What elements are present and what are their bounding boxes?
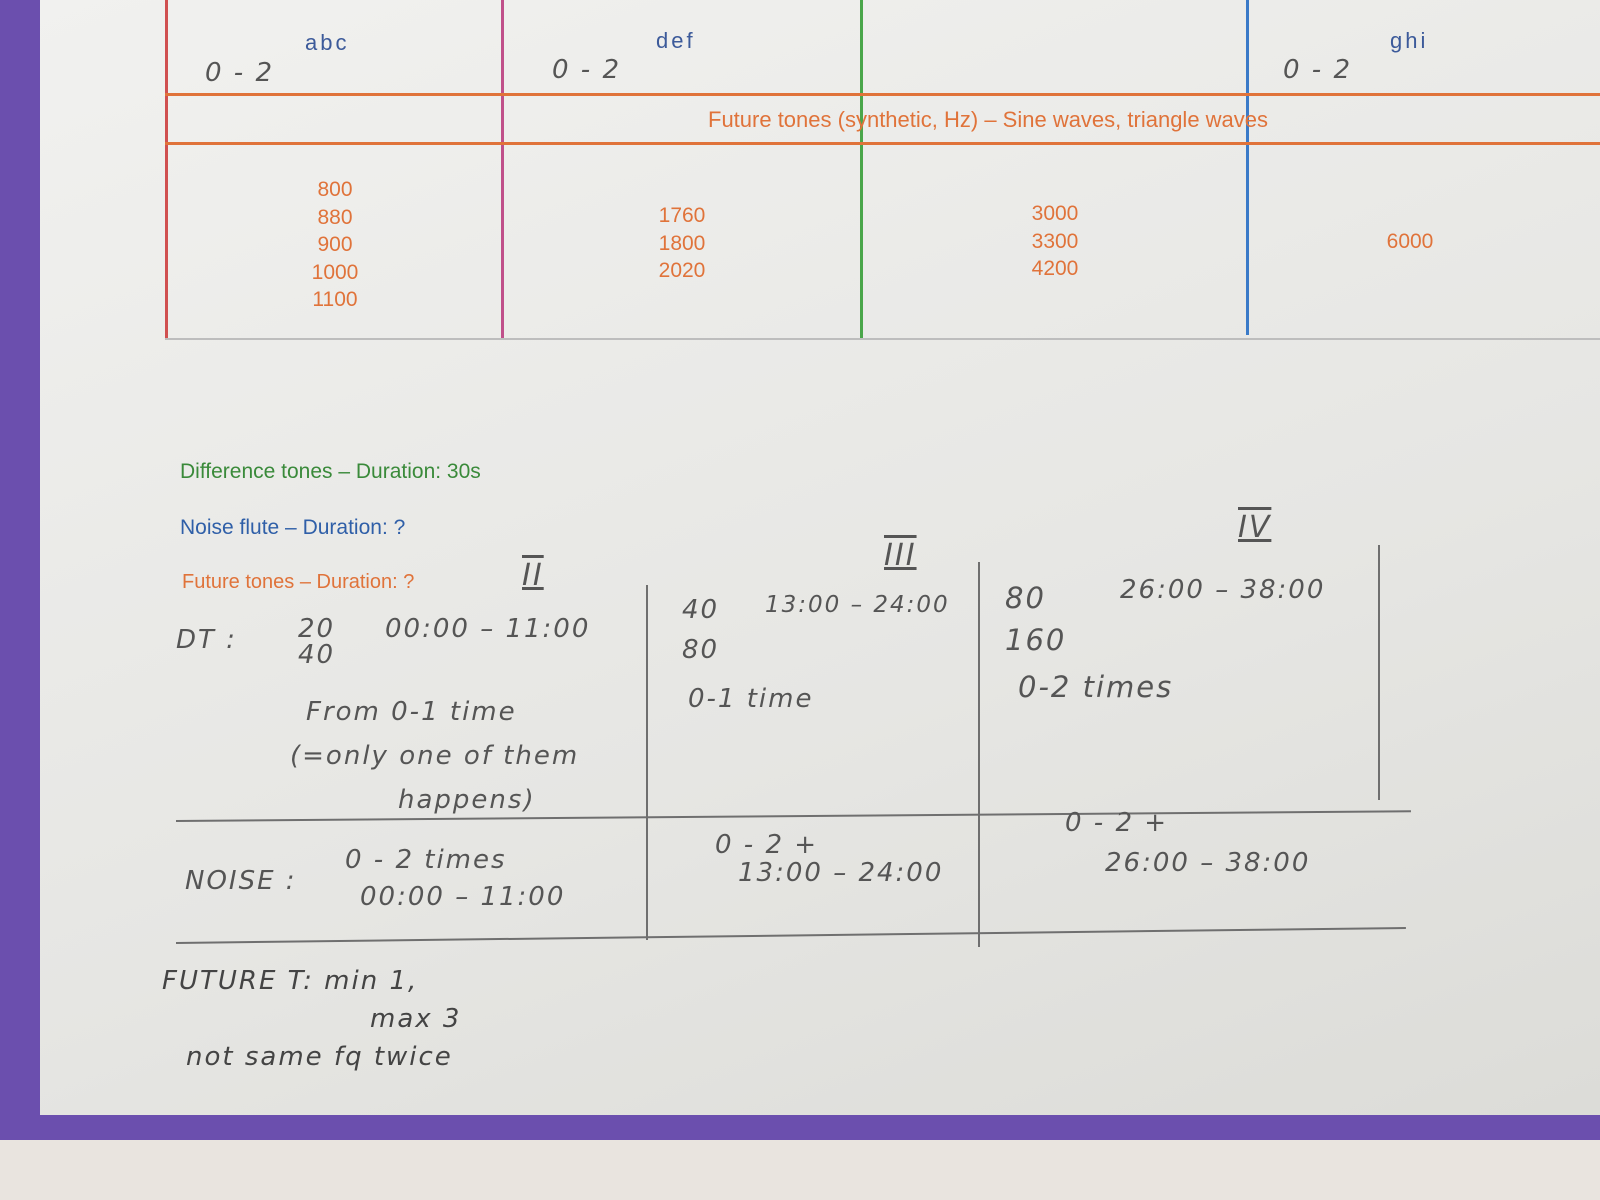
value-list: 800 880 900 1000 1100 xyxy=(295,176,375,314)
dt-value: 40 xyxy=(298,640,336,670)
value: 900 xyxy=(317,233,353,256)
dt-time: 13:00 – 24:00 xyxy=(765,592,950,618)
value: 800 xyxy=(317,178,353,201)
column-header: abc xyxy=(305,30,350,55)
dt-note-line: happens) xyxy=(398,785,536,815)
dt-value: 160 xyxy=(1005,623,1067,657)
pencil-line xyxy=(978,562,980,947)
footer-note: not same fq twice xyxy=(186,1042,453,1072)
paper-sheet xyxy=(40,0,1600,1115)
value: 3000 xyxy=(1031,202,1079,225)
dt-note: From 0-1 time (=only one of them happens… xyxy=(290,690,579,822)
column-divider xyxy=(860,0,863,340)
value: 1800 xyxy=(658,231,706,255)
value: 880 xyxy=(317,205,353,229)
dt-time: 00:00 – 11:00 xyxy=(385,614,591,644)
section-numeral: IV xyxy=(1238,510,1272,545)
value-list: 6000 xyxy=(1370,228,1450,256)
value: 1100 xyxy=(312,288,358,311)
dt-value: 80 xyxy=(1005,581,1046,615)
noise-time: 26:00 – 38:00 xyxy=(1105,848,1311,878)
noise-time: 13:00 – 24:00 xyxy=(738,858,944,888)
noise-count: 0 - 2 times xyxy=(345,845,507,875)
pencil-line xyxy=(1378,545,1380,800)
column-range: 0 - 2 xyxy=(552,55,621,85)
purple-background xyxy=(0,0,40,1140)
band-title: Future tones (synthetic, Hz) – Sine wave… xyxy=(708,107,1269,132)
legend-noise-flute: Noise flute – Duration: ? xyxy=(180,516,406,539)
dt-note-line: (=only one of them xyxy=(290,741,580,771)
dt-value: 20 xyxy=(298,614,336,644)
band-top-line xyxy=(165,93,1600,96)
dt-label: DT : xyxy=(176,625,237,655)
footer-note: max 3 xyxy=(370,1004,462,1034)
band-bottom-line xyxy=(165,142,1600,145)
column-divider xyxy=(1246,0,1249,335)
dt-note-line: From 0-1 time xyxy=(306,697,517,727)
value: 1000 xyxy=(311,260,359,284)
section-numeral: II xyxy=(522,558,544,593)
column-divider xyxy=(501,0,504,340)
table-bottom-line xyxy=(165,338,1600,340)
dt-time: 26:00 – 38:00 xyxy=(1120,575,1326,605)
value: 6000 xyxy=(1386,230,1434,253)
dt-values: 80 160 xyxy=(1005,577,1066,661)
value: 2020 xyxy=(658,259,706,282)
desk-surface xyxy=(0,1128,1600,1200)
legend-future-tones: Future tones – Duration: ? xyxy=(182,571,415,593)
column-header: ghi xyxy=(1390,28,1429,53)
value-list: 3000 3300 4200 xyxy=(1015,200,1095,283)
column-range: 0 - 2 xyxy=(1283,55,1352,85)
dt-values: 40 80 xyxy=(682,590,719,670)
dt-note: 0-2 times xyxy=(1018,670,1174,704)
legend-difference-tones: Difference tones – Duration: 30s xyxy=(180,460,481,483)
footer-note: FUTURE T: min 1, xyxy=(162,966,419,996)
noise-count: 0 - 2 + xyxy=(715,830,819,860)
column-range: 0 - 2 xyxy=(205,58,274,88)
noise-count: 0 - 2 + xyxy=(1065,808,1169,838)
value: 1760 xyxy=(658,204,706,227)
pencil-line xyxy=(646,585,648,940)
dt-value: 40 xyxy=(682,595,720,625)
value: 4200 xyxy=(1031,257,1079,280)
value-list: 1760 1800 2020 xyxy=(642,202,722,285)
dt-values: 20 40 xyxy=(298,616,335,668)
noise-label: NOISE : xyxy=(185,866,297,896)
column-divider xyxy=(165,0,168,340)
dt-note: 0-1 time xyxy=(688,684,814,714)
noise-time: 00:00 – 11:00 xyxy=(360,882,566,912)
section-numeral: III xyxy=(884,538,917,573)
dt-value: 80 xyxy=(682,635,720,665)
value: 3300 xyxy=(1031,229,1079,253)
column-header: def xyxy=(656,28,696,53)
